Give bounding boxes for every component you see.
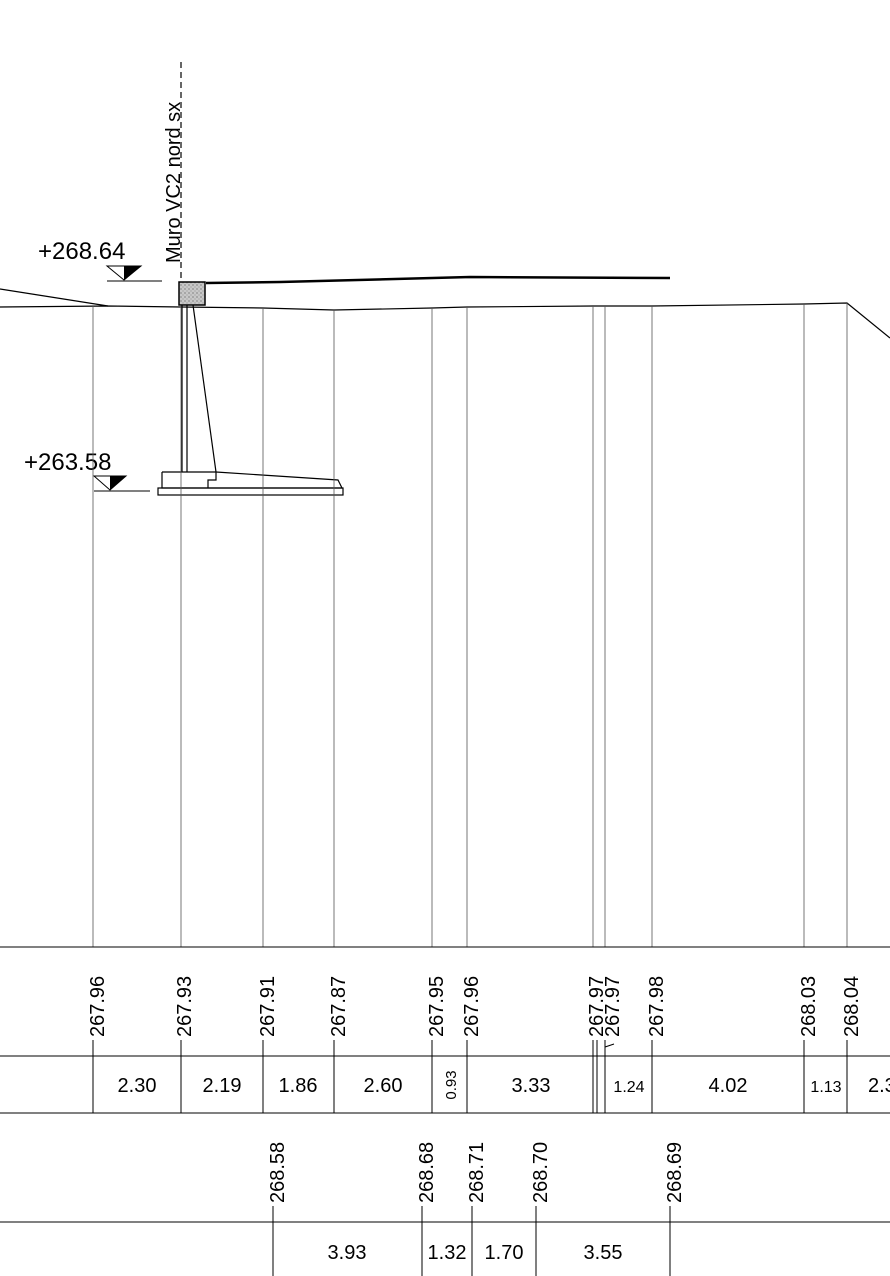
project-elevation: 268.58 (267, 1142, 289, 1203)
ground-distance: 1.86 (279, 1075, 318, 1097)
ground-distance: 2.60 (364, 1075, 403, 1097)
ground-elevation: 267.96 (87, 976, 109, 1037)
retaining-wall (157, 281, 344, 496)
ground-elevation-ticks (92, 1040, 848, 1113)
ground-elevation: 267.95 (426, 976, 448, 1037)
ground-elevation-labels: 267.96 267.93 267.91 267.87 267.95 267.9… (87, 976, 863, 1037)
level-top-label: +268.64 (38, 238, 125, 265)
section-label: Muro VC2 nord sx (163, 102, 185, 263)
project-elevation-ticks (272, 1206, 671, 1276)
ground-distance-labels: 2.30 2.19 1.86 2.60 0.93 3.33 1.24 4.02 … (118, 1070, 890, 1099)
ground-elevation: 267.97 (586, 976, 608, 1037)
ground-distance: 1.24 (613, 1079, 644, 1096)
table-lines (0, 946, 890, 1223)
project-distance: 1.70 (485, 1242, 524, 1264)
level-marker-bottom: +263.58 (24, 449, 150, 492)
project-elevation: 268.68 (416, 1142, 438, 1203)
project-distance-labels: 3.93 1.32 1.70 3.55 (328, 1242, 623, 1264)
ground-elevation: 267.91 (257, 976, 279, 1037)
ground-distance: 2.3 (868, 1075, 890, 1097)
terrain-profile (0, 288, 890, 339)
ground-distance: 1.13 (810, 1079, 841, 1096)
wall-cap (178, 281, 206, 306)
ground-elevation: 268.04 (841, 976, 863, 1037)
project-distance: 1.32 (428, 1242, 467, 1264)
level-marker-top: +268.64 (38, 238, 162, 282)
ground-elevation: 268.03 (798, 976, 820, 1037)
ground-distance: 2.30 (118, 1075, 157, 1097)
wall-footing (161, 471, 343, 489)
project-elevation: 268.70 (530, 1142, 552, 1203)
ground-distance: 4.02 (709, 1075, 748, 1097)
ground-distance: 0.93 (443, 1070, 460, 1099)
ground-elevation: 267.96 (461, 976, 483, 1037)
ground-elevation: 267.98 (646, 976, 668, 1037)
ground-elevation: 267.87 (328, 976, 350, 1037)
ground-distance: 2.19 (203, 1075, 242, 1097)
footing-base (157, 487, 344, 496)
ground-elevation: 267.93 (174, 976, 196, 1037)
ground-elevation: 267.97 (602, 976, 624, 1037)
ground-distance: 3.33 (512, 1075, 551, 1097)
project-elevation-labels: 268.58 268.68 268.71 268.70 268.69 (267, 1142, 686, 1203)
level-bottom-label: +263.58 (24, 449, 111, 476)
project-distance: 3.55 (584, 1242, 623, 1264)
project-elevation: 268.69 (664, 1142, 686, 1203)
projection-lines (92, 303, 848, 947)
road-surface-line (205, 275, 671, 285)
project-distance: 3.93 (328, 1242, 367, 1264)
project-elevation: 268.71 (466, 1142, 488, 1203)
